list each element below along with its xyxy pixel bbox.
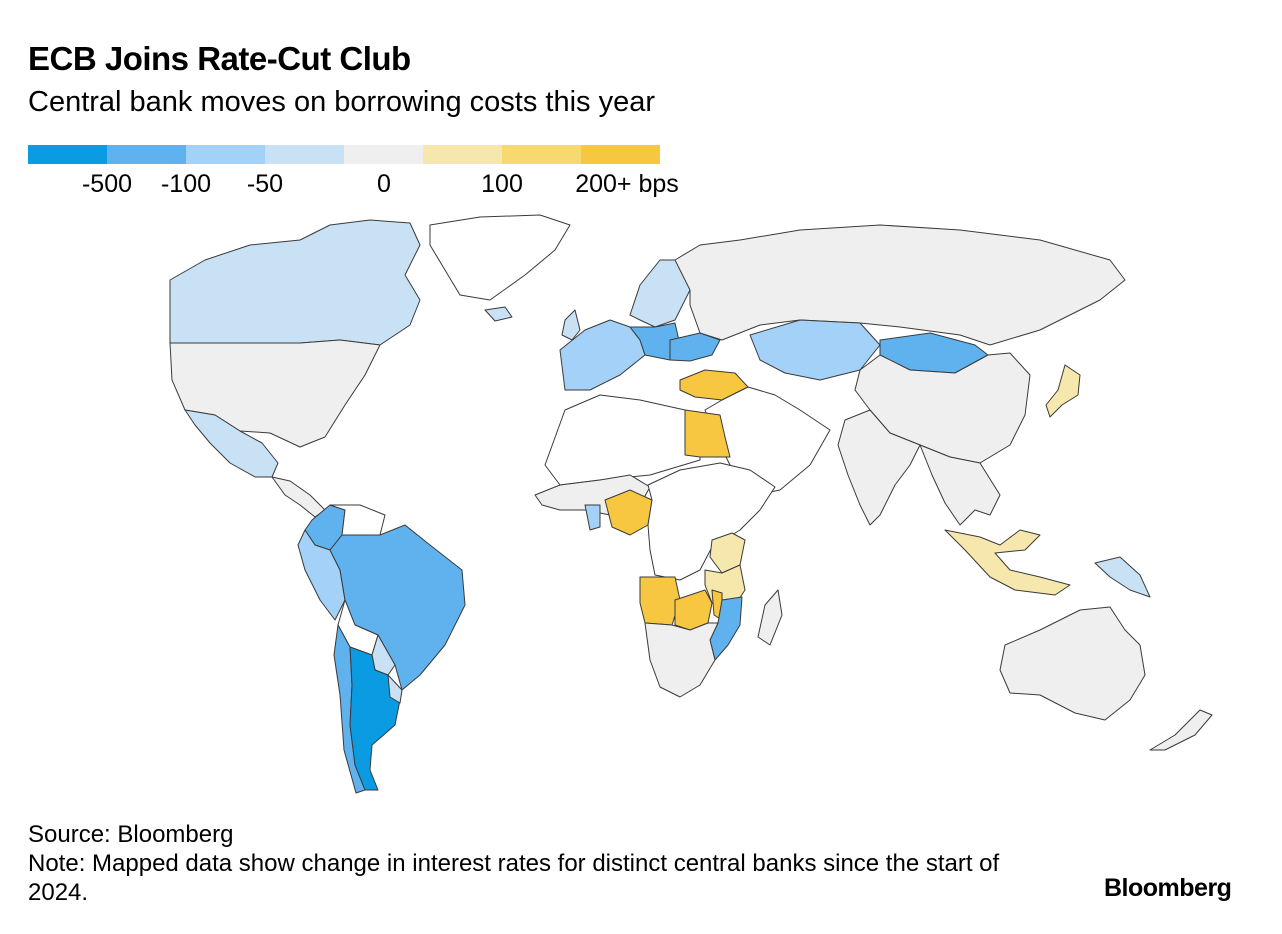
- region-egypt: [684, 409, 731, 458]
- region-madagascar: [757, 589, 783, 646]
- region-new-zealand: [1149, 709, 1213, 751]
- legend-swatch-7: [581, 145, 660, 164]
- legend-swatch-6: [502, 145, 581, 164]
- chart-title: ECB Joins Rate-Cut Club: [28, 40, 411, 77]
- source-text: Source: Bloomberg: [28, 821, 234, 848]
- region-southeast-asia: [919, 444, 1001, 526]
- legend-label-minus-100: -100: [160, 170, 212, 198]
- legend-label-minus-500: -500: [81, 170, 133, 198]
- footer: Source: Bloomberg Note: Mapped data show…: [28, 820, 1008, 907]
- region-canada: [169, 219, 421, 346]
- region-uruguay: [387, 674, 403, 704]
- region-central-africa: [647, 462, 776, 581]
- legend-swatch-3: [265, 145, 344, 164]
- legend-swatch-4: [344, 145, 423, 164]
- region-indonesia: [944, 529, 1071, 596]
- region-nigeria: [604, 489, 653, 536]
- region-brazil: [329, 524, 466, 691]
- region-india: [837, 409, 921, 526]
- legend-swatch-0: [28, 145, 107, 164]
- legend-color-bar: [28, 145, 660, 164]
- region-australia: [999, 606, 1146, 721]
- note-text: Note: Mapped data show change in interes…: [28, 850, 1000, 906]
- region-russia: [674, 224, 1126, 346]
- region-southern-africa: [644, 622, 719, 698]
- chart-subtitle: Central bank moves on borrowing costs th…: [28, 86, 656, 118]
- legend-swatch-1: [107, 145, 186, 164]
- legend-label-100: 100: [481, 170, 523, 198]
- bloomberg-logo: Bloomberg: [1104, 874, 1232, 902]
- legend-swatch-5: [423, 145, 502, 164]
- world-map: [169, 214, 1213, 794]
- legend-label-minus-50: -50: [246, 170, 284, 198]
- region-united-kingdom: [561, 309, 581, 341]
- region-central-america: [271, 476, 326, 518]
- legend-labels: -500 -100 -50 0 100 200+ bps: [0, 170, 720, 204]
- region-ghana: [584, 504, 601, 531]
- legend-swatch-2: [186, 145, 265, 164]
- region-angola: [639, 576, 681, 626]
- legend-label-zero: 0: [377, 170, 391, 198]
- region-peru: [297, 529, 346, 621]
- legend-label-200-plus: 200+ bps: [575, 170, 679, 198]
- region-argentina: [349, 646, 401, 791]
- region-iceland: [484, 306, 513, 322]
- region-greenland: [429, 214, 571, 301]
- region-papua-new-guinea: [1094, 556, 1151, 598]
- region-japan: [1045, 364, 1081, 418]
